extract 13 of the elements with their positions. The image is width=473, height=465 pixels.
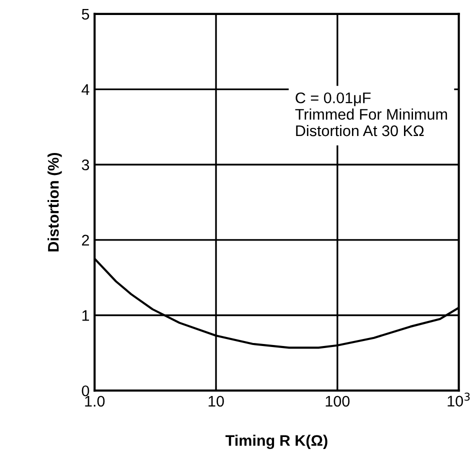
- y-tick-label: 1: [82, 310, 89, 321]
- x-tick-label: 1.0: [85, 396, 105, 407]
- y-tick-label: 4: [82, 84, 90, 95]
- annotation: C = 0.01μF Trimmed For Minimum Distortion At 30 KΩ: [295, 92, 447, 136]
- y-axis-title: Distortion (%): [48, 152, 62, 252]
- y-tick-label: 5: [82, 8, 90, 20]
- y-tick-label: 2: [82, 234, 89, 246]
- x-tick-label: 10$^{3}$: [448, 392, 470, 407]
- x-tick-label: 10: [208, 396, 224, 407]
- y-tick-label: 0: [82, 385, 90, 396]
- y-tick-label: 3: [82, 159, 90, 170]
- x-tick-label: 100: [326, 396, 350, 407]
- x-axis-title: Timing R K(Ω): [225, 434, 328, 450]
